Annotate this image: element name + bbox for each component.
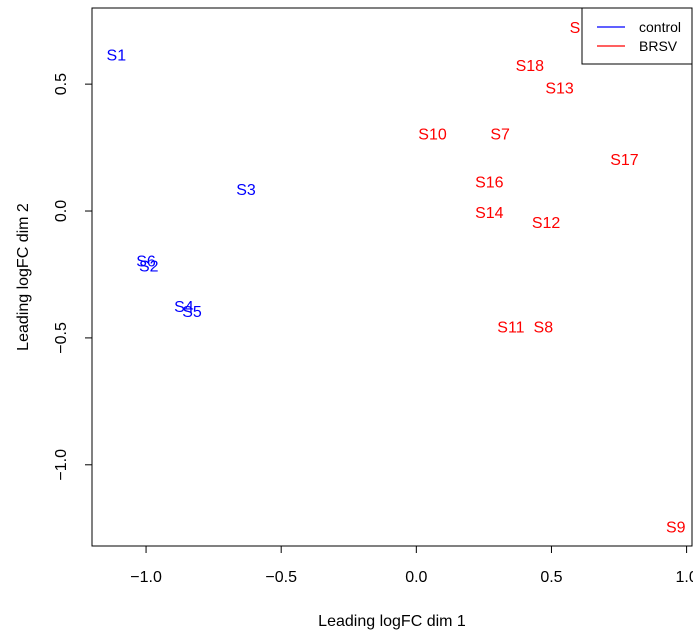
point-label-s13: S13 bbox=[545, 81, 574, 98]
y-tick-label: 0.0 bbox=[53, 200, 70, 222]
x-tick-label: −1.0 bbox=[130, 569, 162, 586]
point-label-s2: S2 bbox=[139, 258, 159, 275]
point-label-s9: S9 bbox=[666, 520, 686, 537]
y-axis: −1.0 −0.5 0.0 0.5 bbox=[53, 73, 93, 481]
point-label-s18: S18 bbox=[516, 58, 545, 75]
legend-box bbox=[581, 7, 693, 65]
point-label-s4: S4 bbox=[174, 299, 194, 316]
point-label-s12: S12 bbox=[532, 215, 561, 232]
point-label-s17: S17 bbox=[610, 152, 639, 169]
point-label-s6: S6 bbox=[136, 253, 156, 270]
point-label-s7: S7 bbox=[490, 126, 510, 143]
legend-label-brsv: BRSV bbox=[639, 38, 678, 54]
x-tick-label: 0.5 bbox=[540, 569, 562, 586]
legend-label-control: control bbox=[639, 19, 681, 35]
point-label-s1: S1 bbox=[107, 48, 127, 65]
y-axis-label: Leading logFC dim 2 bbox=[15, 203, 32, 351]
y-tick-label: −0.5 bbox=[53, 322, 70, 354]
point-label-s14: S14 bbox=[475, 205, 504, 222]
point-label-s3: S3 bbox=[236, 182, 256, 199]
x-axis: −1.0 −0.5 0.0 0.5 1.0 bbox=[130, 545, 693, 586]
x-axis-label: Leading logFC dim 1 bbox=[318, 613, 466, 630]
x-tick-label: 1.0 bbox=[675, 569, 693, 586]
data-points: S1S2S3S4S5S6S7S8S9S10S11S12S13S14S15S16S… bbox=[107, 20, 686, 537]
point-label-s11: S11 bbox=[497, 319, 524, 336]
y-tick-label: 0.5 bbox=[53, 73, 70, 95]
x-tick-label: 0.0 bbox=[405, 569, 427, 586]
x-tick-label: −0.5 bbox=[265, 569, 297, 586]
point-label-s16: S16 bbox=[475, 175, 504, 192]
legend: control BRSV bbox=[581, 7, 693, 65]
y-tick-label: −1.0 bbox=[53, 449, 70, 481]
point-label-s8: S8 bbox=[534, 319, 554, 336]
plot-frame bbox=[91, 7, 693, 547]
point-label-s5: S5 bbox=[182, 304, 202, 321]
point-label-s10: S10 bbox=[418, 126, 447, 143]
